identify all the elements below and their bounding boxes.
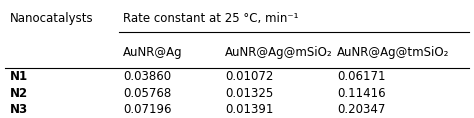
Text: 0.20347: 0.20347: [337, 103, 385, 116]
Text: AuNR@Ag@tmSiO₂: AuNR@Ag@tmSiO₂: [337, 46, 449, 59]
Text: 0.01391: 0.01391: [226, 103, 274, 116]
Text: 0.01325: 0.01325: [226, 87, 273, 100]
Text: Rate constant at 25 °C, min⁻¹: Rate constant at 25 °C, min⁻¹: [123, 12, 299, 25]
Text: N1: N1: [9, 70, 27, 83]
Text: N2: N2: [9, 87, 27, 100]
Text: N3: N3: [9, 103, 27, 116]
Text: 0.06171: 0.06171: [337, 70, 385, 83]
Text: AuNR@Ag: AuNR@Ag: [123, 46, 183, 59]
Text: 0.11416: 0.11416: [337, 87, 385, 100]
Text: Nanocatalysts: Nanocatalysts: [9, 12, 93, 25]
Text: 0.05768: 0.05768: [123, 87, 172, 100]
Text: 0.07196: 0.07196: [123, 103, 172, 116]
Text: 0.03860: 0.03860: [123, 70, 171, 83]
Text: 0.01072: 0.01072: [226, 70, 274, 83]
Text: AuNR@Ag@mSiO₂: AuNR@Ag@mSiO₂: [226, 46, 333, 59]
